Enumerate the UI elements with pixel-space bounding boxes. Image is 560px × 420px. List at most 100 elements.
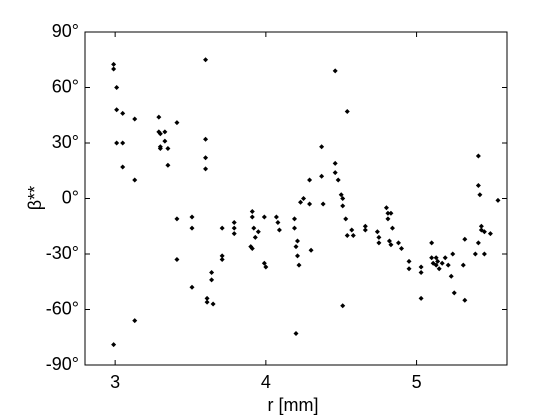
point bbox=[111, 61, 117, 67]
point bbox=[120, 110, 126, 116]
point bbox=[429, 255, 435, 261]
point bbox=[332, 68, 338, 74]
point bbox=[340, 196, 346, 201]
point bbox=[293, 331, 299, 337]
point bbox=[296, 262, 302, 268]
point bbox=[481, 229, 487, 235]
point bbox=[231, 225, 237, 231]
point bbox=[203, 57, 209, 63]
point bbox=[448, 273, 454, 279]
point bbox=[252, 234, 258, 240]
x-tick-label: 3 bbox=[110, 372, 120, 392]
point bbox=[231, 231, 237, 237]
point bbox=[120, 140, 126, 146]
point bbox=[291, 216, 297, 222]
point bbox=[338, 192, 344, 198]
point bbox=[319, 144, 325, 150]
point bbox=[477, 192, 483, 198]
point bbox=[157, 131, 163, 137]
point bbox=[383, 205, 389, 211]
point bbox=[249, 245, 255, 251]
point bbox=[344, 233, 350, 238]
point bbox=[261, 260, 267, 266]
point bbox=[219, 225, 225, 231]
point bbox=[478, 223, 484, 229]
point bbox=[433, 255, 439, 261]
y-tick-label: -90° bbox=[46, 354, 79, 374]
point bbox=[293, 244, 299, 250]
y-tick-label: -30° bbox=[46, 243, 79, 263]
point bbox=[350, 233, 356, 238]
point bbox=[251, 225, 257, 231]
point bbox=[335, 177, 341, 183]
point bbox=[388, 210, 394, 216]
point bbox=[436, 266, 442, 272]
point bbox=[472, 251, 478, 257]
point bbox=[445, 262, 451, 268]
point bbox=[433, 262, 439, 268]
point bbox=[344, 109, 350, 115]
point bbox=[460, 262, 466, 268]
point bbox=[295, 238, 301, 244]
point bbox=[340, 203, 346, 209]
point bbox=[209, 270, 215, 275]
point bbox=[307, 201, 313, 207]
point bbox=[132, 318, 138, 324]
y-axis-label: β** bbox=[25, 186, 45, 210]
point bbox=[385, 210, 391, 216]
point bbox=[120, 164, 126, 170]
y-tick-label: 30° bbox=[52, 132, 79, 152]
point bbox=[174, 257, 180, 263]
point bbox=[385, 216, 391, 222]
point bbox=[189, 214, 195, 220]
point bbox=[418, 295, 424, 301]
point bbox=[189, 225, 195, 231]
point bbox=[132, 177, 138, 183]
point bbox=[111, 66, 117, 72]
point bbox=[114, 140, 120, 146]
point bbox=[374, 229, 380, 235]
point bbox=[263, 264, 269, 270]
point bbox=[273, 214, 279, 220]
point bbox=[435, 258, 441, 264]
point bbox=[442, 255, 448, 261]
point bbox=[203, 166, 209, 172]
point bbox=[495, 197, 501, 203]
point bbox=[429, 240, 435, 246]
point bbox=[111, 342, 117, 348]
point bbox=[362, 223, 368, 229]
point bbox=[487, 231, 493, 237]
point bbox=[162, 129, 168, 135]
point bbox=[406, 266, 412, 272]
point bbox=[219, 253, 225, 259]
plot-frame bbox=[84, 31, 508, 366]
point bbox=[418, 264, 424, 270]
point bbox=[204, 295, 210, 301]
point bbox=[376, 234, 382, 240]
point bbox=[162, 138, 168, 144]
point bbox=[209, 277, 215, 283]
point bbox=[157, 146, 163, 152]
point bbox=[291, 225, 297, 231]
point bbox=[261, 214, 267, 220]
point bbox=[295, 253, 301, 259]
point bbox=[165, 146, 171, 152]
x-tick-label: 4 bbox=[261, 372, 271, 392]
point bbox=[210, 301, 216, 307]
point bbox=[249, 208, 255, 214]
point bbox=[156, 114, 162, 120]
point bbox=[451, 290, 457, 296]
point bbox=[165, 162, 171, 168]
point bbox=[298, 199, 304, 205]
y-tick-label: -60° bbox=[46, 298, 79, 318]
point bbox=[203, 136, 209, 142]
y-tick-label: 0° bbox=[62, 187, 79, 207]
point bbox=[249, 214, 255, 220]
point bbox=[219, 257, 225, 263]
point bbox=[475, 183, 481, 189]
point bbox=[475, 240, 481, 246]
point bbox=[395, 240, 401, 246]
point bbox=[332, 170, 338, 176]
x-axis-label: r [mm] bbox=[268, 395, 319, 415]
